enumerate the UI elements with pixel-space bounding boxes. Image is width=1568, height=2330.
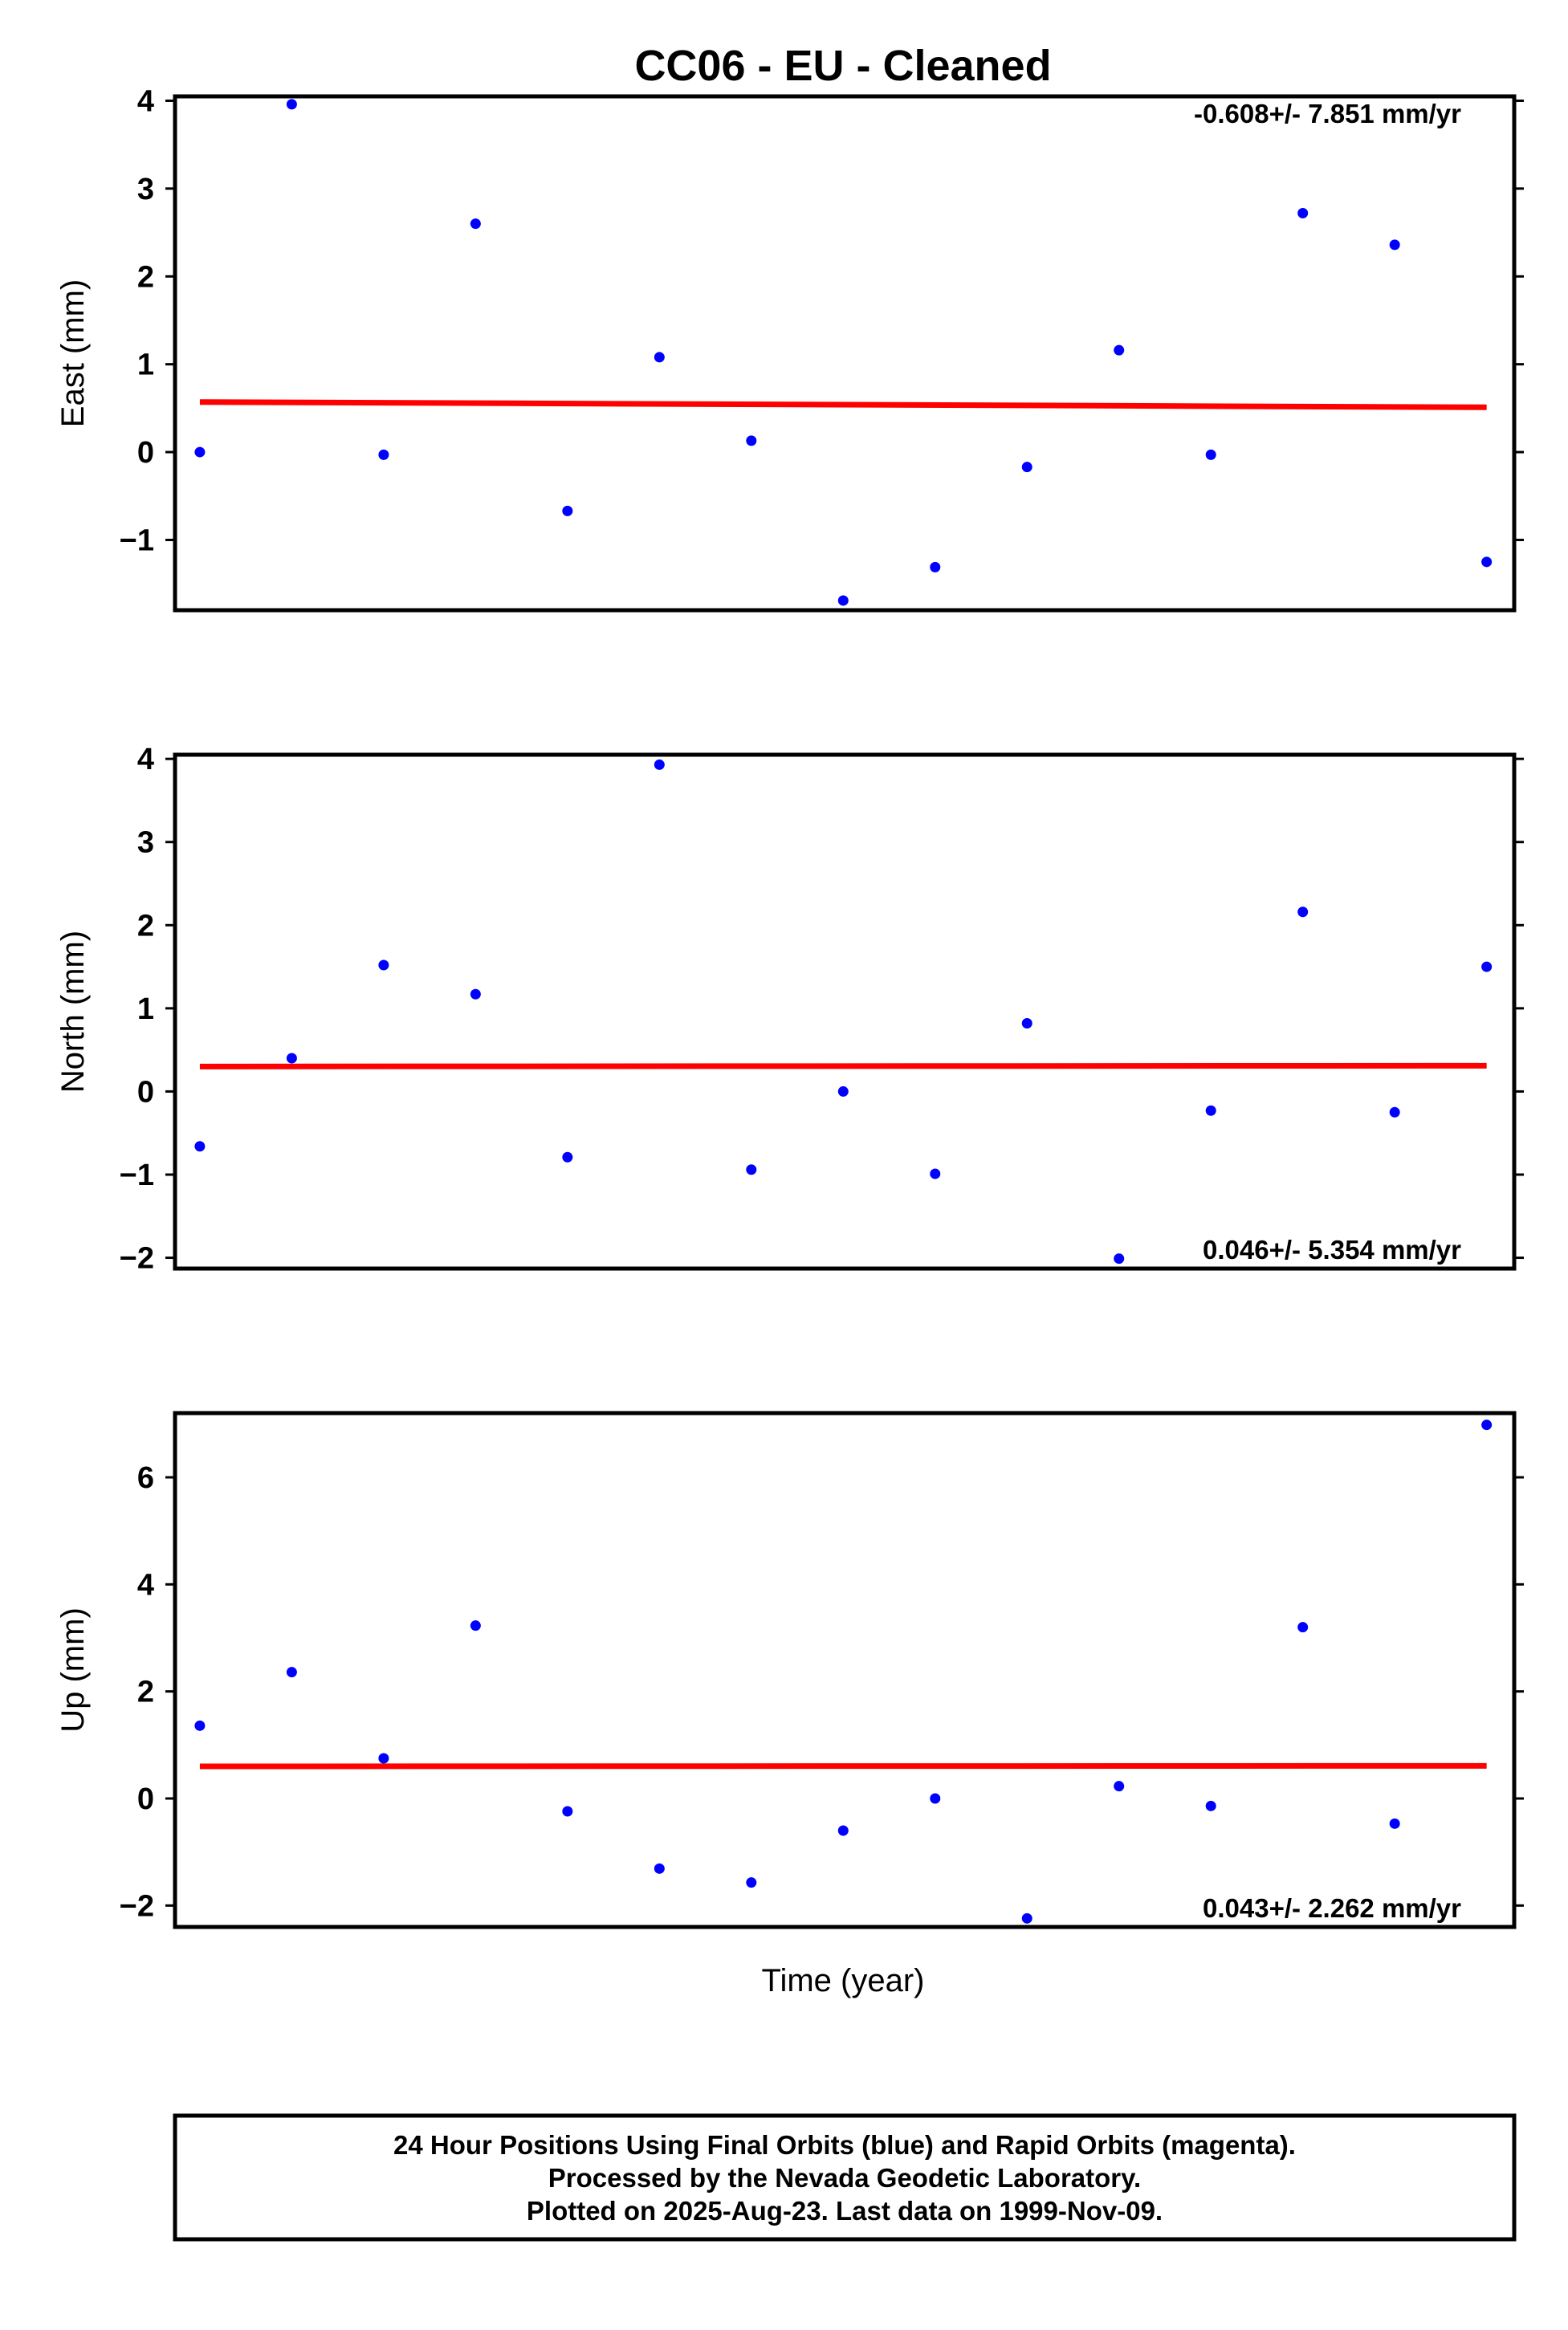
up-ytick-label: 2 <box>137 1676 154 1709</box>
east-y-axis-label: East (mm) <box>55 279 91 427</box>
east-data-point <box>654 352 665 363</box>
up-data-point <box>1021 1912 1032 1924</box>
east-plot-frame <box>173 94 1517 613</box>
north-data-point <box>194 1141 206 1152</box>
east-data-point <box>746 435 757 446</box>
north-data-point <box>378 959 389 971</box>
up-ytick-label: 6 <box>137 1461 154 1495</box>
up-plot-frame <box>173 1411 1517 1929</box>
east-data-point <box>1481 556 1493 568</box>
north-data-point <box>1021 1017 1032 1029</box>
footer-line-3: Plotted on 2025-Aug-23. Last data on 199… <box>527 2196 1163 2226</box>
north-data-point <box>1389 1106 1400 1118</box>
north-data-point <box>1481 961 1493 972</box>
east-data-point <box>1297 208 1309 219</box>
north-y-axis-label: North (mm) <box>55 931 91 1093</box>
north-ytick-label: 0 <box>137 1075 154 1109</box>
north-ytick-label: −2 <box>120 1242 154 1276</box>
north-trend-line <box>199 1062 1487 1069</box>
up-data-point <box>837 1825 849 1836</box>
up-data-point <box>562 1806 573 1817</box>
east-data-point <box>1205 449 1216 460</box>
x-axis-label: Time (year) <box>762 1963 925 1998</box>
north-panel: 4 3 2 1 0 −1 −2 North (mm) 0.046+/- 5.354 mm/yr <box>55 743 1524 1276</box>
east-ytick-label: 1 <box>137 348 154 382</box>
up-data-point <box>746 1877 757 1888</box>
north-data-point <box>746 1164 757 1175</box>
up-data-point <box>1389 1818 1400 1829</box>
up-ytick-label: −2 <box>120 1889 154 1923</box>
up-panel: 6 4 2 0 −2 Up (mm) 0.043+/- 2.262 mm/yr <box>55 1411 1524 1929</box>
up-ytick-label: 4 <box>137 1568 154 1602</box>
up-data-point <box>654 1863 665 1874</box>
north-plot-frame <box>173 752 1517 1271</box>
east-trend-line <box>199 399 1487 410</box>
up-ytick-label: 0 <box>137 1782 154 1816</box>
east-rate-label: -0.608+/- 7.851 mm/yr <box>1194 99 1461 128</box>
east-data-point <box>378 449 389 460</box>
north-ytick-label: 4 <box>137 743 154 776</box>
up-data-point <box>470 1620 481 1631</box>
up-data-point <box>194 1720 206 1731</box>
east-data-point <box>1389 239 1400 251</box>
east-data-point <box>194 446 206 458</box>
up-rate-label: 0.043+/- 2.262 mm/yr <box>1203 1893 1461 1923</box>
east-ytick-label: 0 <box>137 436 154 470</box>
east-data-point <box>1021 462 1032 473</box>
north-data-point <box>470 988 481 1000</box>
east-data-point <box>837 595 849 606</box>
east-ytick-label: −1 <box>120 523 154 557</box>
footer-line-1: 24 Hour Positions Using Final Orbits (bl… <box>393 2130 1296 2160</box>
east-ytick-label: 2 <box>137 260 154 294</box>
chart-title: CC06 - EU - Cleaned <box>634 42 1051 90</box>
north-data-point <box>1297 906 1309 918</box>
north-data-point <box>930 1168 941 1179</box>
east-data-point <box>470 218 481 230</box>
north-ytick-label: 3 <box>137 826 154 860</box>
east-data-point <box>930 561 941 572</box>
north-ytick-label: 2 <box>137 909 154 943</box>
up-y-axis-label: Up (mm) <box>55 1607 91 1733</box>
up-data-point <box>1481 1420 1493 1431</box>
up-data-point <box>1205 1800 1216 1811</box>
up-data-point <box>286 1667 297 1678</box>
north-rate-label: 0.046+/- 5.354 mm/yr <box>1203 1235 1461 1265</box>
north-ytick-label: −1 <box>120 1159 154 1192</box>
east-ytick-label: 3 <box>137 173 154 206</box>
panels: 4 3 2 1 0 −1 East (mm) -0.608+/- 7.851 mm/yr 4 3 2… <box>55 84 1524 1929</box>
up-data-point <box>930 1793 941 1804</box>
footer-box: 24 Hour Positions Using Final Orbits (bl… <box>173 2113 1517 2242</box>
east-data-point <box>1114 344 1125 356</box>
up-data-point <box>1114 1781 1125 1792</box>
up-data-point <box>1297 1622 1309 1633</box>
east-ytick-label: 4 <box>137 84 154 118</box>
north-ytick-label: 1 <box>137 992 154 1026</box>
east-panel: 4 3 2 1 0 −1 East (mm) -0.608+/- 7.851 mm/yr <box>55 84 1524 613</box>
east-data-point <box>562 505 573 516</box>
north-data-point <box>562 1151 573 1163</box>
north-data-point <box>654 759 665 770</box>
north-data-point <box>837 1086 849 1097</box>
up-data-point <box>378 1753 389 1764</box>
footer-line-2: Processed by the Nevada Geodetic Laborat… <box>548 2163 1141 2193</box>
north-data-point <box>286 1053 297 1064</box>
north-data-point <box>1205 1105 1216 1116</box>
north-data-point <box>1114 1253 1125 1265</box>
east-data-point <box>286 99 297 110</box>
